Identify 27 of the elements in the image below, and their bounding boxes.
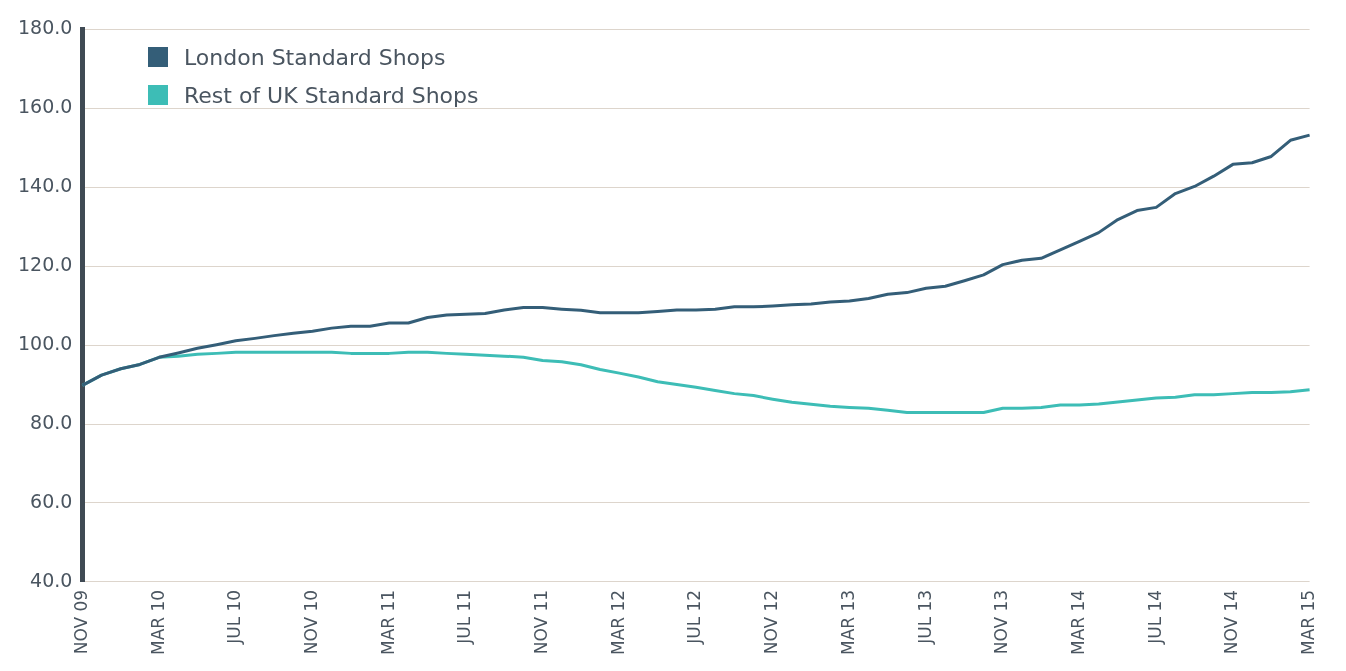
x-tick-label: MAR 12 [607,589,628,656]
y-tick-label: 100.0 [17,332,73,355]
y-tick-label: 140.0 [17,174,73,197]
x-tick-label: JUL 13 [914,589,935,645]
x-tick-label: NOV 13 [991,589,1012,655]
y-tick-label: 160.0 [17,95,73,118]
legend-label: Rest of UK Standard Shops [184,82,479,108]
x-tick-label: JUL 11 [454,589,475,645]
x-tick-label: JUL 12 [684,589,705,645]
x-tick-label: NOV 10 [300,589,321,655]
x-tick-label: JUL 14 [1144,589,1165,645]
x-tick-label: MAR 13 [837,589,858,656]
x-tick-label: NOV 11 [531,589,552,655]
legend-label: London Standard Shops [184,44,446,70]
y-tick-label: 80.0 [30,410,73,433]
x-tick-label: MAR 10 [147,589,168,656]
y-tick-label: 180.0 [17,16,73,39]
x-tick-label: MAR 15 [1298,589,1319,656]
y-tick-label: 60.0 [30,489,73,512]
x-tick-label: MAR 14 [1067,589,1088,656]
y-tick-label: 40.0 [30,568,73,591]
x-tick-label: NOV 12 [761,589,782,655]
x-tick-label: MAR 11 [377,589,398,656]
x-tick-label: NOV 14 [1221,589,1242,655]
y-tick-label: 120.0 [17,253,73,276]
x-tick-label: NOV 09 [70,589,91,655]
x-tick-label: JUL 10 [224,589,245,645]
